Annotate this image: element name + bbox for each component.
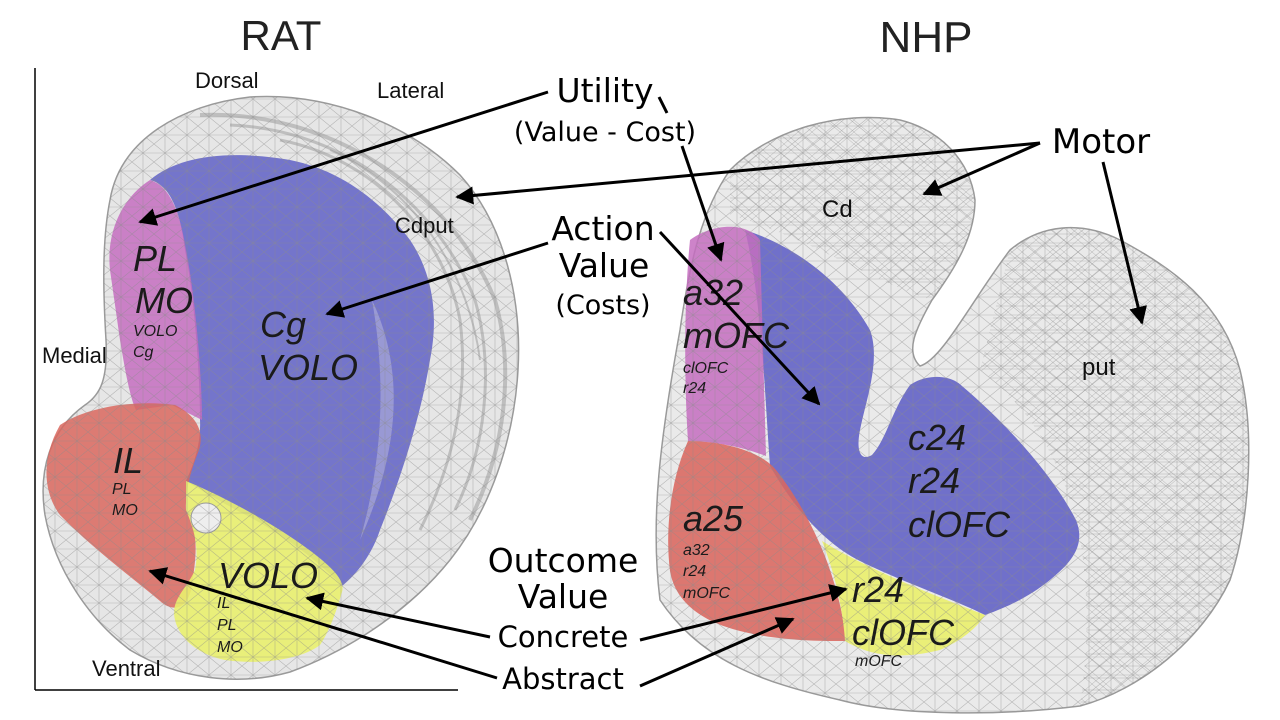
annotation-motor: Motor <box>1052 122 1150 162</box>
nhp-blue-label-1: c24 <box>908 417 966 458</box>
annotation-utility: Utility <box>556 71 653 110</box>
annotation-action-costs: (Costs) <box>555 290 650 321</box>
nhp-red-sublabel-1: a32 <box>683 542 710 559</box>
arrow-abstract-to-rat-il <box>148 567 498 680</box>
rat-blue-label-2: VOLO <box>258 347 358 388</box>
annotation-action-value: Value <box>559 246 650 285</box>
arrow-motor-to-nhp-cd <box>922 141 1041 196</box>
arrow-action-to-rat-cg <box>325 241 549 318</box>
rat-pink-label-1: PL <box>133 238 177 279</box>
rat-red-sublabel-1: PL <box>112 481 132 498</box>
nhp-title: NHP <box>880 13 973 62</box>
arrows <box>138 90 1147 688</box>
nhp-red-sublabel-2: r24 <box>683 563 706 580</box>
rat-yellow-sublabel-1: IL <box>217 595 230 612</box>
nhp-blue-label-3: clOFC <box>908 504 1011 545</box>
nhp-yellow-label-1: r24 <box>852 569 904 610</box>
arrow-concrete-to-nhp-r24 <box>639 584 848 642</box>
rat-orientation-lateral: Lateral <box>377 78 444 103</box>
nhp-pink-sublabel-1: clOFC <box>683 360 729 377</box>
nhp-panel: NHP Cd put a32 mOFC clOFC r24 c24 r24 cl… <box>655 13 1250 714</box>
rat-orientation-ventral: Ventral <box>92 656 161 681</box>
arrow-motor-to-rat-cdput <box>455 141 1041 205</box>
rat-pink-label-2: MO <box>135 280 193 321</box>
rat-title: RAT <box>241 12 322 59</box>
rat-mesh-overlay <box>43 96 519 680</box>
arrow-action-to-nhp-blue <box>658 230 821 406</box>
nhp-mesh-overlay <box>656 117 1249 713</box>
arrow-utility-to-rat-pl <box>138 90 549 226</box>
nhp-pink-label-2: mOFC <box>683 315 790 356</box>
arrow-utility-tick <box>657 96 669 114</box>
rat-pink-sublabel-1: VOLO <box>133 323 177 340</box>
rat-yellow-label-1: VOLO <box>218 555 318 596</box>
rat-yellow-sublabel-3: MO <box>217 639 243 656</box>
arrow-utility-to-nhp-a32 <box>680 145 725 262</box>
nhp-pink-label-1: a32 <box>683 272 743 313</box>
rat-orientation-medial: Medial <box>42 343 107 368</box>
annotation-action: Action <box>551 209 654 248</box>
nhp-structure-put: put <box>1082 354 1116 381</box>
arrow-motor-to-nhp-put <box>1101 161 1147 325</box>
rat-pink-sublabel-2: Cg <box>133 344 154 361</box>
annotation-outcome-value: Value <box>518 577 609 616</box>
nhp-yellow-label-2: clOFC <box>852 612 955 653</box>
nhp-structure-cd: Cd <box>822 196 853 223</box>
nhp-red-sublabel-3: mOFC <box>683 585 731 602</box>
rat-structure-cdput: Cdput <box>395 213 454 238</box>
rat-panel: RAT Dorsal Lateral Medial Ventral Cdput … <box>34 12 520 691</box>
annotation-concrete: Concrete <box>498 620 629 654</box>
rat-red-sublabel-2: MO <box>112 502 138 519</box>
nhp-yellow-sublabel-1: mOFC <box>855 653 903 670</box>
nhp-blue-label-2: r24 <box>908 460 960 501</box>
annotation-utility-subtitle: (Value - Cost) <box>514 117 696 148</box>
arrow-concrete-to-rat-volo <box>305 592 491 639</box>
arrow-abstract-to-nhp-a25 <box>639 617 795 688</box>
annotations: Utility (Value - Cost) Motor Action Valu… <box>488 71 1150 696</box>
rat-orientation-dorsal: Dorsal <box>195 68 259 93</box>
annotation-outcome: Outcome <box>488 541 639 580</box>
rat-red-label-1: IL <box>113 440 143 481</box>
nhp-red-label-1: a25 <box>683 498 744 539</box>
nhp-pink-sublabel-2: r24 <box>683 380 706 397</box>
rat-yellow-sublabel-2: PL <box>217 617 237 634</box>
annotation-abstract: Abstract <box>502 662 624 696</box>
rat-blue-label-1: Cg <box>260 304 306 345</box>
